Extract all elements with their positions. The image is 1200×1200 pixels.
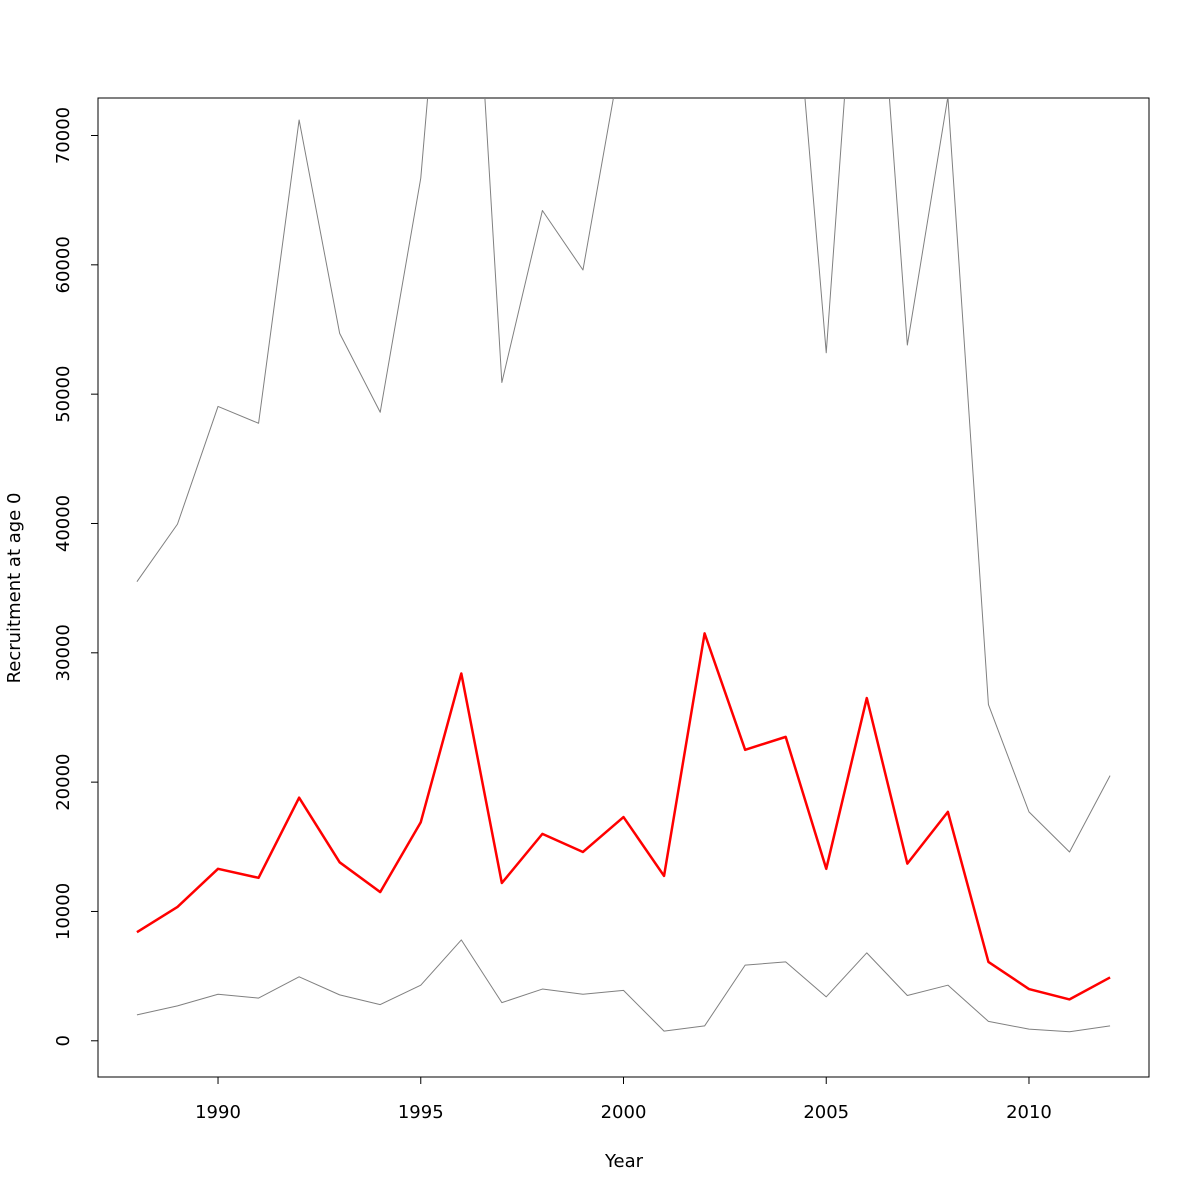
y-tick-label: 0 bbox=[53, 1035, 74, 1046]
x-tick-label: 2000 bbox=[601, 1102, 647, 1123]
y-tick-label: 50000 bbox=[53, 366, 74, 423]
x-axis-label: Year bbox=[604, 1151, 644, 1172]
x-tick-label: 2005 bbox=[803, 1102, 849, 1123]
x-tick-label: 1990 bbox=[195, 1102, 241, 1123]
series-line bbox=[136, 939, 1111, 1033]
x-tick-label: 1995 bbox=[398, 1102, 444, 1123]
series-line bbox=[136, 98, 1111, 853]
y-axis-label: Recruitment at age 0 bbox=[4, 493, 25, 684]
x-tick-label: 2010 bbox=[1006, 1102, 1052, 1123]
plot-area bbox=[136, 98, 1111, 1033]
series-line bbox=[136, 632, 1111, 1001]
y-tick-label: 20000 bbox=[53, 754, 74, 811]
y-tick-label: 30000 bbox=[53, 624, 74, 681]
y-tick-label: 70000 bbox=[53, 107, 74, 164]
y-tick-label: 10000 bbox=[53, 883, 74, 940]
plot-frame bbox=[97, 97, 1150, 1078]
y-tick-label: 40000 bbox=[53, 495, 74, 552]
y-tick-label: 60000 bbox=[53, 236, 74, 293]
